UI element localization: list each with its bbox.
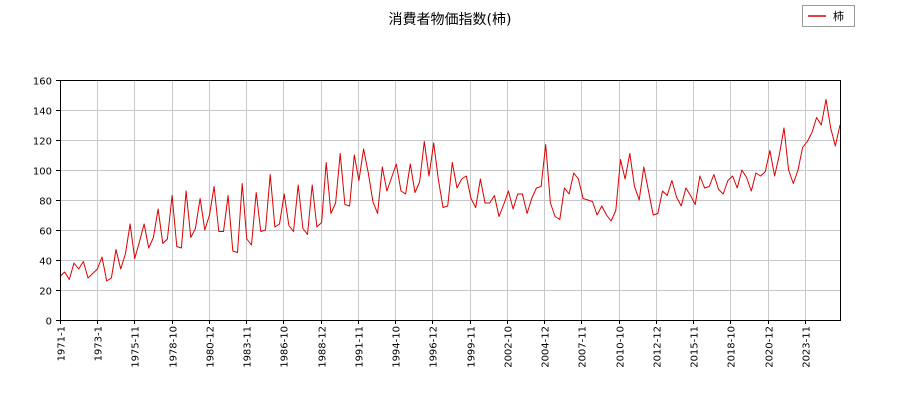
x-tick-label: 2020-12 — [765, 326, 776, 368]
x-tick-label: 1994-10 — [392, 326, 403, 368]
legend: 柿 — [802, 5, 855, 27]
x-tick-label: 1983-11 — [243, 326, 254, 368]
grid — [60, 80, 840, 320]
y-tick-label: 160 — [33, 77, 52, 88]
x-tick-label: 1986-10 — [280, 326, 291, 368]
series-layer — [59, 99, 841, 282]
x-tick-label: 1996-12 — [429, 326, 440, 368]
series-line — [59, 99, 841, 282]
x-tick-label: 1975-11 — [131, 326, 142, 368]
x-tick-label: 2023-11 — [802, 326, 813, 368]
x-tick-label: 2004-12 — [541, 326, 552, 368]
x-tick-label: 1999-11 — [467, 326, 478, 368]
plot-frame — [60, 80, 841, 321]
y-tick-label: 0 — [46, 317, 52, 328]
x-tick-label: 2010-10 — [616, 326, 627, 368]
y-axis-ticks: 0 20 40 60 80 100 120 140 160 — [33, 77, 60, 328]
y-tick-label: 20 — [39, 287, 52, 298]
legend-label: 柿 — [833, 9, 844, 23]
y-tick-label: 40 — [39, 257, 52, 268]
x-tick-label: 2002-10 — [504, 326, 515, 368]
x-tick-label: 2012-12 — [653, 326, 664, 368]
chart-title: 消費者物価指数(柿) — [389, 11, 512, 28]
x-tick-label: 1991-11 — [355, 326, 366, 368]
y-tick-label: 120 — [33, 137, 52, 148]
y-tick-label: 100 — [33, 167, 52, 178]
x-tick-label: 1973-1 — [94, 326, 105, 361]
x-tick-label: 1980-12 — [206, 326, 217, 368]
x-tick-label: 1988-12 — [318, 326, 329, 368]
y-tick-label: 60 — [39, 227, 52, 238]
x-tick-label: 2018-10 — [727, 326, 738, 368]
y-tick-label: 80 — [39, 197, 52, 208]
x-tick-label: 2007-11 — [578, 326, 589, 368]
x-axis-ticks: 1971-1 1973-1 1975-11 1978-10 1980-12 1983-11… — [57, 320, 813, 368]
y-tick-label: 140 — [33, 107, 52, 118]
x-tick-label: 2015-11 — [690, 326, 701, 368]
x-tick-label: 1978-10 — [169, 326, 180, 368]
legend-box — [802, 5, 855, 27]
x-tick-label: 1971-1 — [57, 326, 68, 361]
